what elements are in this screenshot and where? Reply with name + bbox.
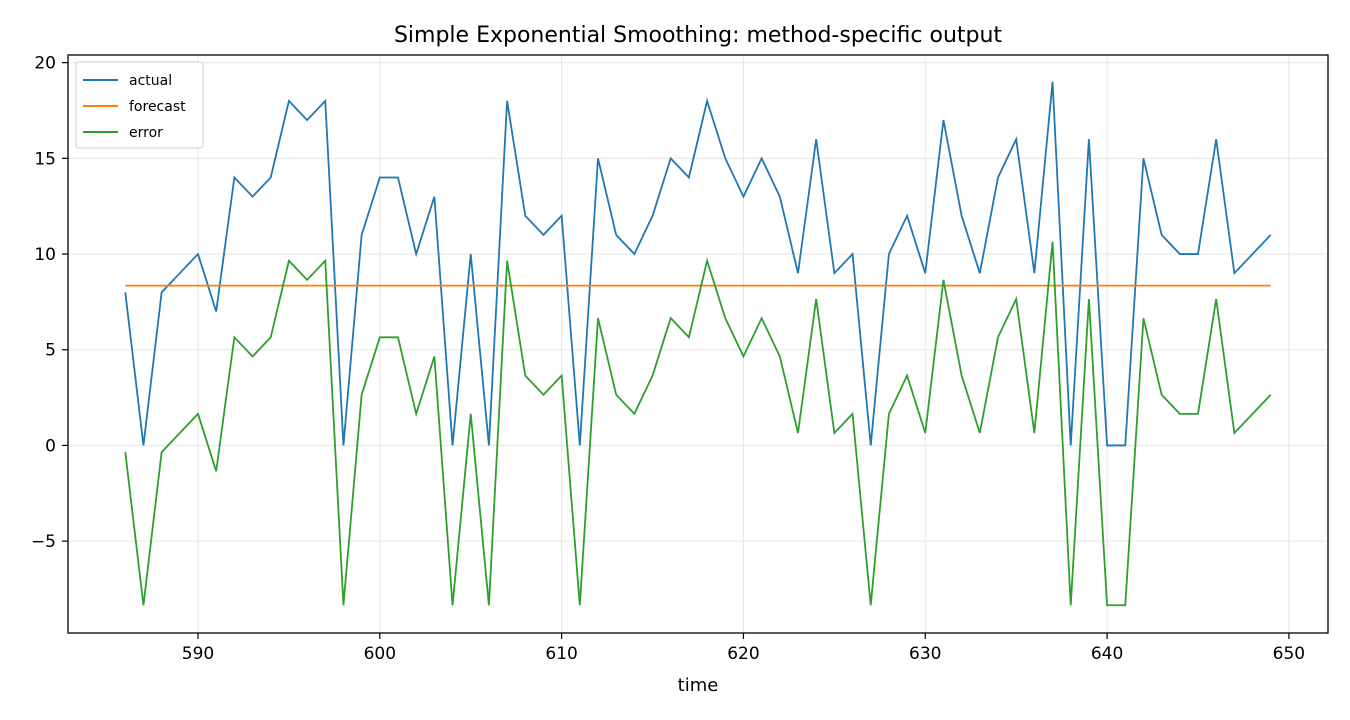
x-tick-label: 640 xyxy=(1091,644,1123,664)
y-tick-label: 10 xyxy=(34,245,56,265)
x-tick-label: 590 xyxy=(182,644,214,664)
series-line-error xyxy=(124,241,1272,607)
series-group xyxy=(124,81,1272,607)
legend-box xyxy=(75,61,204,149)
y-tick-label: 0 xyxy=(45,436,56,456)
x-tick-label: 610 xyxy=(545,644,577,664)
x-tick-label: 630 xyxy=(909,644,941,664)
legend-label-actual: actual xyxy=(129,73,172,89)
y-tick-label: −5 xyxy=(31,532,56,552)
y-tick-label: 15 xyxy=(34,149,56,169)
y-tick-label: 5 xyxy=(45,341,56,361)
x-tick-label: 650 xyxy=(1273,644,1305,664)
series-line-actual xyxy=(124,81,1272,447)
legend: actual forecast error xyxy=(75,61,204,149)
x-tick-label: 620 xyxy=(727,644,759,664)
x-tick-label: 600 xyxy=(364,644,396,664)
grid xyxy=(68,55,1328,633)
x-axis-label: time xyxy=(678,675,719,696)
chart-title: Simple Exponential Smoothing: method-spe… xyxy=(394,23,1002,48)
plot-frame xyxy=(67,54,1329,634)
x-axis: 590 600 610 620 630 640 650 xyxy=(182,633,1305,664)
y-axis: −5 0 5 10 15 20 xyxy=(31,54,68,552)
legend-label-forecast: forecast xyxy=(129,99,186,115)
legend-label-error: error xyxy=(129,125,163,141)
y-tick-label: 20 xyxy=(34,54,56,74)
